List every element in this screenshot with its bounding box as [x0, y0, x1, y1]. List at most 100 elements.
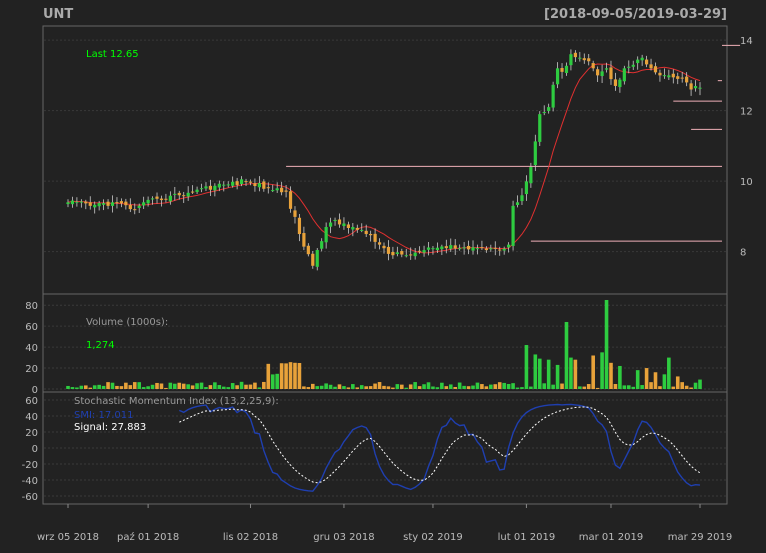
candle-body — [266, 187, 270, 189]
candle-body — [253, 183, 257, 187]
volume-bar — [618, 365, 622, 389]
candle-body — [226, 184, 230, 186]
smi-y-tick-label: -20 — [22, 460, 38, 471]
candle-body — [462, 247, 466, 249]
smi-panel-label: Stochastic Momentum Index (13,2,25,9): — [74, 396, 279, 407]
volume-bar — [408, 384, 413, 389]
candle-body — [600, 71, 604, 77]
volume-bar — [404, 387, 409, 389]
x-tick-label: gru 03 2018 — [313, 532, 374, 543]
volume-bar — [355, 387, 360, 389]
candle-body — [515, 202, 520, 206]
grid-layer — [44, 39, 726, 497]
smi-line — [179, 403, 701, 492]
candle-body — [498, 249, 502, 251]
candle-body — [640, 57, 644, 61]
candle-body — [511, 205, 515, 246]
candle-body — [280, 187, 284, 193]
volume-bar — [613, 383, 618, 389]
volume-bar — [693, 382, 698, 389]
volume-bar — [662, 374, 667, 389]
volume-bar — [480, 384, 484, 389]
chart-symbol: UNT — [43, 7, 73, 22]
volume-bar — [529, 386, 533, 389]
volume-bar — [106, 382, 110, 389]
candle-body — [644, 59, 649, 65]
candle-body — [133, 209, 137, 211]
candle-body — [475, 248, 480, 250]
volume-bar — [137, 382, 142, 389]
volume-bar — [128, 385, 133, 389]
volume-bar — [667, 357, 671, 389]
candle-body — [377, 242, 382, 245]
volume-bar — [333, 386, 337, 389]
volume-bar — [150, 384, 155, 389]
candle-body — [315, 250, 319, 267]
candle-body — [426, 247, 431, 250]
candle-body — [538, 114, 542, 142]
candle-body — [204, 186, 208, 189]
moving-average-line — [67, 63, 701, 254]
volume-bar — [582, 386, 587, 389]
chart-date-range: [2018-09-05/2019-03-29] — [544, 7, 727, 22]
candle-body — [342, 223, 346, 227]
volume-bars-layer — [66, 300, 702, 389]
candle-body — [418, 250, 422, 252]
candle-body — [271, 190, 275, 192]
volume-bar — [644, 368, 649, 389]
volume-bar — [578, 386, 582, 389]
candle-body — [502, 248, 506, 251]
candle-body — [413, 252, 417, 257]
volume-bar — [609, 362, 613, 389]
volume-bar — [342, 386, 346, 389]
candle-body — [213, 185, 217, 191]
volume-bar — [426, 382, 431, 389]
candle-body — [177, 192, 181, 196]
volume-bar — [164, 387, 168, 389]
volume-bar — [199, 382, 204, 389]
candle-body — [636, 59, 640, 64]
candle-body — [618, 79, 622, 88]
candle-body — [248, 181, 253, 183]
volume-bar — [359, 385, 364, 389]
volume-bar — [573, 359, 578, 389]
candle-body — [217, 183, 221, 188]
candle-body — [587, 58, 591, 62]
smi-y-tick-label: 40 — [25, 412, 38, 423]
volume-bar — [489, 384, 493, 389]
volume-bar — [364, 386, 368, 389]
candle-body — [431, 248, 435, 250]
candles-layer — [66, 49, 702, 271]
volume-bar — [97, 384, 101, 389]
volume-bar — [328, 384, 333, 389]
candle-body — [373, 233, 377, 242]
candle-body — [97, 203, 101, 207]
smi-y-tick-label: 20 — [25, 428, 38, 439]
volume-bar — [520, 387, 524, 389]
volume-panel-frame — [42, 293, 728, 393]
candle-body — [555, 68, 560, 85]
signal-value-label: Signal: 27.883 — [74, 422, 146, 433]
candle-body — [449, 245, 453, 249]
volume-bar — [448, 384, 453, 389]
volume-bar — [75, 387, 79, 389]
volume-bar — [684, 385, 689, 389]
volume-bar — [400, 384, 404, 389]
candle-body — [400, 251, 404, 255]
candle-body — [146, 199, 150, 204]
volume-bar — [551, 384, 555, 389]
volume-bar — [119, 386, 124, 389]
candle-body — [391, 251, 395, 256]
candle-body — [159, 198, 164, 201]
candle-body — [164, 198, 168, 200]
signal-line — [179, 406, 701, 484]
volume-bar — [457, 382, 462, 389]
volume-bar — [586, 384, 591, 389]
candle-body — [404, 255, 408, 257]
candle-body — [239, 179, 244, 185]
volume-y-tick-label: 80 — [25, 301, 38, 312]
volume-y-tick-label: 20 — [25, 364, 38, 375]
volume-y-tick-label: 60 — [25, 322, 38, 333]
volume-bar — [177, 382, 182, 389]
